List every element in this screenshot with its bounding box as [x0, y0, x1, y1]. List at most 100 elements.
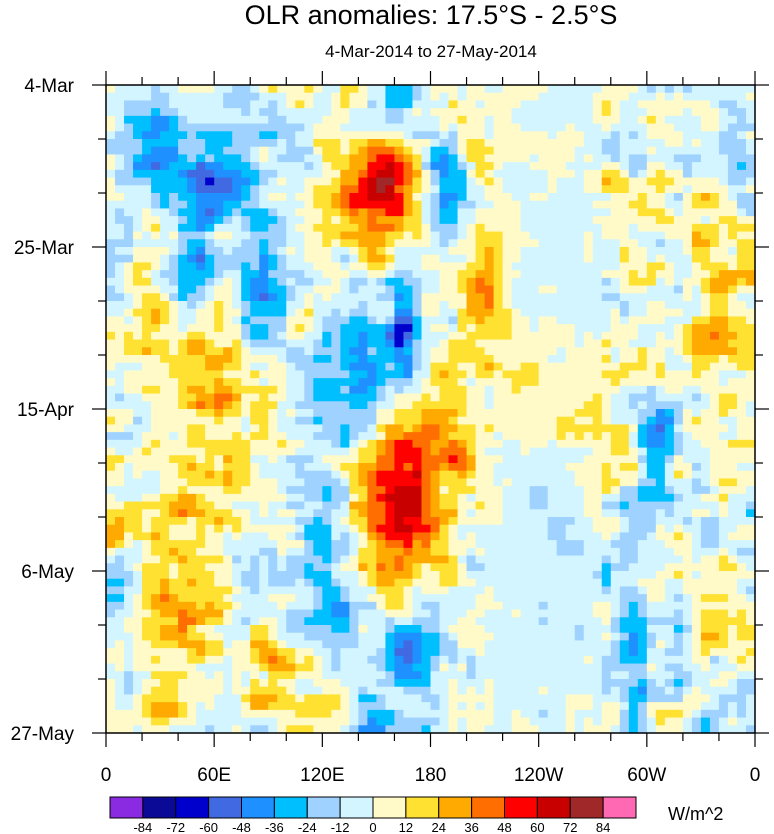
heatmap-cell	[151, 115, 161, 125]
heatmap-cell	[664, 463, 675, 472]
heatmap-cell	[574, 262, 585, 271]
heatmap-cell	[520, 270, 531, 279]
heatmap-cell	[412, 540, 423, 549]
heatmap-cell	[493, 177, 504, 186]
heatmap-cell	[637, 601, 648, 611]
heatmap-cell	[736, 455, 747, 464]
heatmap-cell	[124, 139, 134, 148]
heatmap-cell	[457, 115, 468, 125]
heatmap-cell	[106, 208, 116, 217]
heatmap-cell	[439, 478, 450, 487]
heatmap-cell	[484, 169, 495, 179]
heatmap-cell	[673, 339, 684, 348]
heatmap-cell	[448, 154, 459, 163]
heatmap-cell	[691, 270, 702, 279]
heatmap-cell	[178, 223, 188, 233]
heatmap-cell	[277, 115, 287, 125]
heatmap-cell	[574, 501, 585, 510]
heatmap-cell	[241, 231, 251, 240]
heatmap-cell	[556, 401, 567, 410]
heatmap-cell	[241, 131, 251, 140]
heatmap-cell	[124, 277, 134, 287]
heatmap-cell	[745, 108, 756, 117]
heatmap-cell	[133, 532, 143, 541]
heatmap-cell	[565, 331, 576, 341]
heatmap-cell	[340, 555, 350, 564]
heatmap-cell	[259, 123, 269, 132]
heatmap-cell	[538, 308, 549, 318]
heatmap-cell	[538, 563, 549, 572]
heatmap-cell	[619, 100, 630, 109]
heatmap-cell	[322, 547, 332, 557]
heatmap-cell	[205, 231, 215, 240]
heatmap-cell	[655, 563, 666, 572]
heatmap-cell	[340, 308, 350, 318]
heatmap-cell	[313, 339, 323, 348]
heatmap-cell	[160, 308, 170, 318]
heatmap-cell	[358, 416, 368, 426]
heatmap-cell	[106, 277, 116, 287]
heatmap-cell	[439, 586, 450, 595]
heatmap-cell	[466, 547, 477, 557]
heatmap-cell	[223, 316, 233, 325]
heatmap-cell	[169, 501, 179, 510]
chart-subtitle: 4-Mar-2014 to 27-May-2014	[325, 42, 537, 61]
heatmap-cell	[646, 277, 657, 287]
heatmap-cell	[664, 439, 675, 449]
heatmap-cell	[115, 308, 125, 318]
heatmap-cell	[151, 270, 161, 279]
heatmap-cell	[295, 239, 305, 248]
heatmap-cell	[592, 100, 603, 109]
heatmap-cell	[709, 239, 720, 248]
heatmap-cell	[547, 493, 558, 503]
heatmap-cell	[421, 571, 432, 580]
heatmap-cell	[439, 563, 450, 572]
heatmap-cell	[124, 416, 134, 426]
heatmap-cell	[286, 432, 296, 441]
heatmap-cell	[241, 601, 251, 611]
heatmap-cell	[529, 378, 540, 387]
heatmap-cell	[637, 139, 648, 148]
heatmap-cell	[160, 432, 170, 441]
heatmap-cell	[502, 594, 513, 603]
heatmap-cell	[655, 92, 666, 102]
heatmap-cell	[538, 108, 549, 117]
heatmap-cell	[349, 393, 359, 402]
heatmap-cell	[133, 478, 143, 487]
heatmap-cell	[358, 532, 368, 541]
heatmap-cell	[574, 193, 585, 202]
heatmap-cell	[106, 501, 116, 510]
heatmap-cell	[736, 200, 747, 210]
heatmap-cell	[250, 285, 260, 294]
heatmap-cell	[349, 385, 359, 395]
heatmap-cell	[466, 501, 477, 510]
heatmap-cell	[403, 339, 414, 348]
heatmap-cell	[115, 409, 125, 418]
heatmap-cell	[385, 131, 396, 140]
heatmap-cell	[241, 262, 251, 271]
heatmap-cell	[169, 540, 179, 549]
heatmap-cell	[421, 563, 432, 572]
heatmap-cell	[286, 463, 296, 472]
heatmap-cell	[700, 493, 711, 503]
heatmap-cell	[277, 339, 287, 348]
heatmap-cell	[241, 609, 251, 618]
heatmap-cell	[619, 478, 630, 487]
heatmap-cell	[664, 331, 675, 341]
heatmap-cell	[286, 594, 296, 603]
heatmap-cell	[601, 547, 612, 557]
heatmap-cell	[106, 162, 116, 171]
heatmap-cell	[511, 154, 522, 163]
heatmap-cell	[322, 162, 332, 171]
heatmap-cell	[187, 146, 197, 156]
heatmap-cell	[556, 115, 567, 125]
heatmap-cell	[106, 532, 116, 541]
heatmap-cell	[493, 455, 504, 464]
heatmap-cell	[520, 339, 531, 348]
heatmap-cell	[448, 293, 459, 302]
heatmap-cell	[673, 162, 684, 171]
heatmap-cell	[502, 193, 513, 202]
heatmap-cell	[592, 447, 603, 456]
heatmap-cell	[124, 185, 134, 194]
heatmap-cell	[646, 185, 657, 194]
